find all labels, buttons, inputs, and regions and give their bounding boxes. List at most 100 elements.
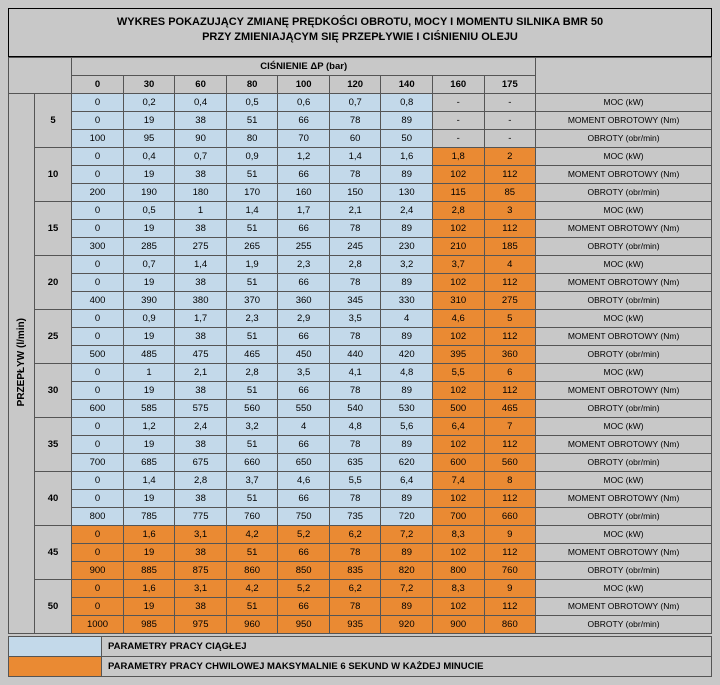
title-line-1: WYKRES POKAZUJĄCY ZMIANĘ PRĘDKOŚCI OBROT…: [117, 16, 603, 28]
data-cell: 500: [72, 345, 124, 363]
data-cell: 112: [484, 327, 536, 345]
data-cell: 985: [123, 615, 175, 633]
data-cell: 860: [226, 561, 278, 579]
data-cell: -: [432, 93, 484, 111]
data-cell: 19: [123, 111, 175, 129]
flow-label-30: 30: [34, 363, 71, 417]
data-cell: 0,7: [329, 93, 381, 111]
data-cell: 50: [381, 129, 433, 147]
data-cell: 66: [278, 111, 330, 129]
data-cell: 78: [329, 273, 381, 291]
data-cell: 6,2: [329, 579, 381, 597]
data-cell: 66: [278, 219, 330, 237]
flow-label-50: 50: [34, 579, 71, 633]
data-cell: 800: [432, 561, 484, 579]
data-cell: 1: [175, 201, 227, 219]
data-cell: 5,5: [432, 363, 484, 381]
data-cell: 5,2: [278, 579, 330, 597]
data-cell: 2,8: [175, 471, 227, 489]
row-description: MOMENT OBROTOWY (Nm): [536, 273, 712, 291]
data-cell: 89: [381, 489, 433, 507]
row-description: OBROTY (obr/min): [536, 237, 712, 255]
data-cell: 180: [175, 183, 227, 201]
data-cell: 9: [484, 579, 536, 597]
data-cell: 51: [226, 219, 278, 237]
data-cell: 38: [175, 165, 227, 183]
data-cell: -: [484, 93, 536, 111]
data-cell: 19: [123, 273, 175, 291]
flow-axis-label: PRZEPŁYW (l/min): [9, 93, 35, 633]
table-row: 0193851667889102112MOMENT OBROTOWY (Nm): [9, 489, 712, 507]
data-cell: 500: [432, 399, 484, 417]
data-cell: 19: [123, 435, 175, 453]
data-cell: 7: [484, 417, 536, 435]
data-cell: 102: [432, 543, 484, 561]
table-row: 0193851667889102112MOMENT OBROTOWY (Nm): [9, 381, 712, 399]
data-cell: 675: [175, 453, 227, 471]
data-cell: 4,8: [329, 417, 381, 435]
data-cell: 78: [329, 435, 381, 453]
data-cell: 66: [278, 381, 330, 399]
data-cell: 112: [484, 597, 536, 615]
data-cell: 19: [123, 597, 175, 615]
flow-label-20: 20: [34, 255, 71, 309]
data-cell: 66: [278, 165, 330, 183]
data-cell: 19: [123, 165, 175, 183]
data-cell: 38: [175, 435, 227, 453]
data-cell: -: [432, 129, 484, 147]
data-cell: 112: [484, 219, 536, 237]
data-cell: 115: [432, 183, 484, 201]
data-cell: 8,3: [432, 525, 484, 543]
table-row: 800785775760750735720700660OBROTY (obr/m…: [9, 507, 712, 525]
data-cell: 51: [226, 273, 278, 291]
data-cell: 160: [278, 183, 330, 201]
data-cell: 775: [175, 507, 227, 525]
data-cell: 330: [381, 291, 433, 309]
data-cell: 78: [329, 543, 381, 561]
legend: PARAMETRY PRACY CIĄGŁEJ PARAMETRY PRACY …: [8, 636, 712, 677]
data-cell: 440: [329, 345, 381, 363]
data-cell: 1,6: [123, 525, 175, 543]
data-cell: 660: [484, 507, 536, 525]
data-cell: 51: [226, 165, 278, 183]
data-cell: 575: [175, 399, 227, 417]
data-table: CIŚNIENIE ΔP (bar) 030608010012014016017…: [8, 57, 712, 634]
legend-label-momentary: PARAMETRY PRACY CHWILOWEJ MAKSYMALNIE 6 …: [102, 656, 712, 676]
data-cell: 6: [484, 363, 536, 381]
data-cell: 3,1: [175, 579, 227, 597]
row-description: MOC (kW): [536, 93, 712, 111]
flow-label-25: 25: [34, 309, 71, 363]
table-row: 300285275265255245230210185OBROTY (obr/m…: [9, 237, 712, 255]
data-cell: 265: [226, 237, 278, 255]
data-cell: 0,4: [123, 147, 175, 165]
data-cell: 6,2: [329, 525, 381, 543]
pressure-col-160: 160: [432, 75, 484, 93]
row-description: OBROTY (obr/min): [536, 561, 712, 579]
data-cell: 78: [329, 165, 381, 183]
data-cell: 2,4: [175, 417, 227, 435]
data-cell: 1,4: [329, 147, 381, 165]
data-cell: 760: [484, 561, 536, 579]
data-cell: 285: [123, 237, 175, 255]
pressure-col-175: 175: [484, 75, 536, 93]
data-cell: -: [432, 111, 484, 129]
data-cell: 860: [484, 615, 536, 633]
data-cell: 51: [226, 543, 278, 561]
row-description: MOMENT OBROTOWY (Nm): [536, 165, 712, 183]
data-cell: 85: [484, 183, 536, 201]
data-cell: 0,9: [226, 147, 278, 165]
data-cell: 700: [72, 453, 124, 471]
data-cell: 2: [484, 147, 536, 165]
data-cell: 3,2: [226, 417, 278, 435]
data-cell: 1: [123, 363, 175, 381]
row-description: MOMENT OBROTOWY (Nm): [536, 543, 712, 561]
data-cell: 0,6: [278, 93, 330, 111]
data-cell: 112: [484, 273, 536, 291]
data-cell: 2,3: [278, 255, 330, 273]
data-cell: 450: [278, 345, 330, 363]
data-cell: 78: [329, 219, 381, 237]
data-cell: 5,6: [381, 417, 433, 435]
data-cell: 89: [381, 273, 433, 291]
row-description: MOC (kW): [536, 255, 712, 273]
data-cell: 750: [278, 507, 330, 525]
